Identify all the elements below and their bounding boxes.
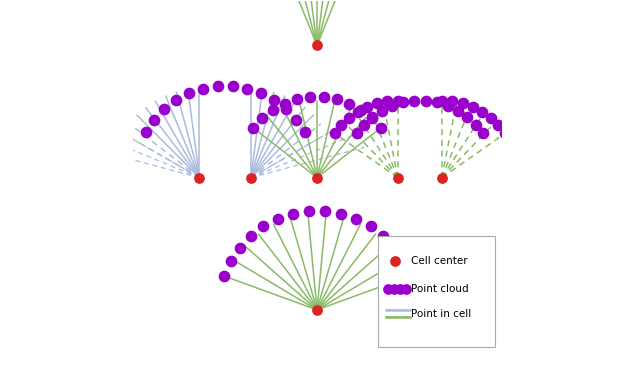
Point — [159, 106, 169, 112]
Point — [352, 131, 362, 137]
Point — [367, 114, 377, 120]
Point — [280, 101, 290, 107]
Point — [198, 85, 209, 91]
Point — [319, 94, 329, 100]
Point — [377, 108, 387, 114]
Point — [389, 245, 399, 251]
Point — [300, 129, 310, 135]
Point — [398, 258, 408, 264]
Point — [389, 286, 399, 292]
Point — [149, 117, 159, 122]
Point — [478, 131, 488, 137]
Point — [213, 83, 223, 89]
Point — [291, 117, 301, 122]
Point — [375, 125, 385, 131]
Point — [246, 175, 256, 181]
Point — [390, 258, 400, 264]
Point — [312, 175, 322, 181]
Point — [486, 115, 496, 121]
Point — [395, 286, 405, 292]
Point — [477, 109, 487, 115]
Point — [470, 122, 481, 128]
FancyBboxPatch shape — [378, 236, 495, 347]
Point — [273, 216, 283, 222]
Point — [468, 104, 478, 110]
Point — [420, 98, 430, 104]
Text: Cell center: Cell center — [411, 256, 468, 266]
Point — [359, 122, 369, 128]
Point — [330, 131, 340, 137]
Point — [336, 122, 346, 128]
Point — [437, 98, 447, 104]
Point — [443, 103, 453, 109]
Point — [448, 98, 458, 104]
Point — [292, 96, 302, 102]
Point — [336, 211, 346, 216]
Point — [269, 97, 280, 103]
Point — [387, 103, 397, 109]
Point — [437, 175, 447, 181]
Point — [353, 109, 363, 115]
Point — [312, 307, 322, 313]
Point — [362, 104, 372, 110]
Point — [245, 233, 256, 239]
Point — [401, 286, 411, 292]
Point — [344, 101, 354, 107]
Point — [378, 233, 389, 239]
Text: Point in cell: Point in cell — [411, 309, 472, 319]
Point — [312, 43, 322, 48]
Point — [351, 216, 361, 222]
Point — [382, 98, 392, 104]
Point — [462, 114, 472, 120]
Point — [184, 90, 194, 96]
Point — [268, 107, 278, 113]
Point — [392, 175, 403, 181]
Point — [228, 83, 238, 89]
Point — [195, 175, 205, 181]
Point — [409, 98, 419, 104]
Text: Point cloud: Point cloud — [411, 284, 469, 294]
Point — [344, 115, 354, 121]
Point — [320, 208, 330, 214]
Point — [288, 211, 298, 216]
Point — [453, 108, 463, 114]
Point — [259, 223, 269, 229]
Point — [500, 131, 510, 137]
Point — [226, 258, 236, 264]
Point — [398, 100, 408, 105]
Point — [392, 98, 403, 104]
Point — [242, 85, 252, 91]
Point — [382, 286, 392, 292]
Point — [171, 97, 181, 103]
Point — [141, 129, 151, 135]
Point — [305, 94, 315, 100]
Point — [432, 100, 442, 105]
Point — [372, 101, 382, 107]
Point — [235, 245, 245, 251]
Point — [257, 115, 268, 121]
Point — [281, 106, 291, 112]
Point — [405, 273, 415, 279]
Point — [304, 208, 314, 214]
Point — [365, 223, 375, 229]
Point — [249, 125, 259, 131]
Point — [356, 107, 366, 113]
Point — [256, 90, 266, 96]
Point — [219, 273, 229, 279]
Point — [332, 96, 342, 102]
Point — [458, 101, 468, 107]
Point — [366, 115, 377, 121]
Point — [493, 122, 503, 128]
